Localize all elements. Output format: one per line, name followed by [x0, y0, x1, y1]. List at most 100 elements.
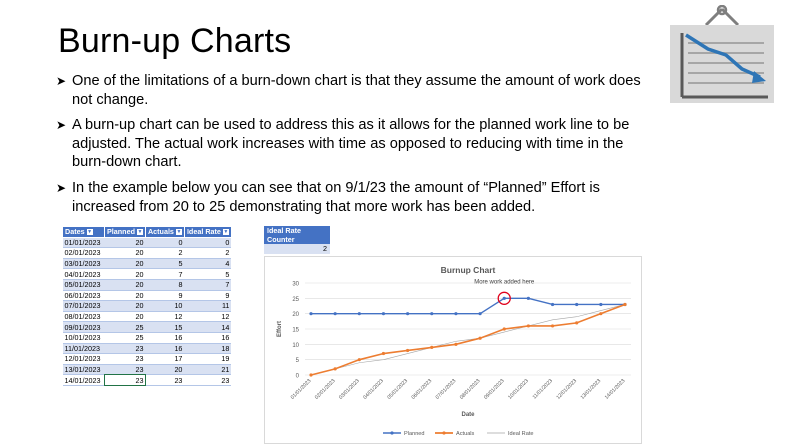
- table-cell[interactable]: 02/01/2023: [62, 247, 105, 259]
- table-cell[interactable]: 20: [145, 364, 185, 376]
- filter-dropdown-icon[interactable]: ▼: [175, 229, 182, 236]
- table-cell[interactable]: 10: [145, 300, 185, 312]
- data-point-actuals: [357, 358, 361, 362]
- table-cell[interactable]: 04/01/2023: [62, 268, 105, 280]
- table-cell[interactable]: 8: [145, 279, 185, 291]
- table-cell[interactable]: 2: [184, 247, 232, 259]
- table-row: 06/01/2023 20 9 9: [62, 290, 232, 302]
- table-cell[interactable]: 09/01/2023: [62, 321, 105, 333]
- table-cell[interactable]: 5: [184, 268, 232, 280]
- table-cell[interactable]: 05/01/2023: [62, 279, 105, 291]
- table-cell[interactable]: 20: [104, 290, 146, 302]
- data-point-planned: [454, 312, 458, 316]
- table-cell[interactable]: 7: [184, 279, 232, 291]
- column-header-planned[interactable]: Planned ▼: [104, 226, 146, 238]
- table-cell[interactable]: 03/01/2023: [62, 258, 105, 270]
- series-line-ideal-rate: [310, 304, 626, 376]
- table-cell[interactable]: 14: [184, 321, 232, 333]
- table-cell[interactable]: 08/01/2023: [62, 311, 105, 323]
- table-row: 12/01/2023 23 17 19: [62, 353, 232, 365]
- table-cell[interactable]: 13/01/2023: [62, 364, 105, 376]
- table-row: 04/01/2023 20 7 5: [62, 268, 232, 280]
- data-point-actuals: [502, 327, 506, 331]
- y-tick-label: 0: [296, 374, 300, 380]
- table-cell[interactable]: 20: [104, 268, 146, 280]
- data-point-planned: [357, 312, 361, 316]
- data-point-actuals: [333, 367, 337, 371]
- table-cell[interactable]: 23: [104, 353, 146, 365]
- table-row: 07/01/2023 20 10 11: [62, 300, 232, 312]
- x-tick-label: 03/01/2023: [338, 378, 361, 401]
- table-cell[interactable]: 18: [184, 343, 232, 355]
- table-cell[interactable]: 01/01/2023: [62, 237, 105, 249]
- table-cell[interactable]: 23: [104, 364, 146, 376]
- data-point-planned: [381, 312, 386, 316]
- column-header-dates[interactable]: Dates ▼: [62, 226, 105, 238]
- table-cell[interactable]: 10/01/2023: [62, 332, 105, 344]
- table-cell[interactable]: 11: [184, 300, 232, 312]
- table-cell[interactable]: 23: [103, 373, 147, 387]
- x-tick-label: 02/01/2023: [314, 378, 337, 401]
- filter-dropdown-icon[interactable]: ▼: [136, 229, 143, 236]
- table-cell[interactable]: 19: [184, 353, 232, 365]
- table-cell[interactable]: 25: [104, 321, 146, 333]
- table-cell[interactable]: 12: [145, 311, 185, 323]
- table-cell[interactable]: 21: [184, 364, 232, 376]
- data-point-planned: [309, 312, 313, 316]
- bullet-list: ➤ One of the limitations of a burn-down c…: [56, 72, 656, 223]
- table-cell[interactable]: 15: [145, 321, 185, 333]
- table-cell[interactable]: 17: [145, 353, 185, 365]
- table-cell[interactable]: 11/01/2023: [62, 343, 105, 355]
- data-point-planned: [550, 302, 555, 307]
- table-cell[interactable]: 4: [184, 258, 232, 270]
- table-cell[interactable]: 23: [104, 343, 146, 355]
- table-cell[interactable]: 12/01/2023: [62, 353, 105, 365]
- table-row: 11/01/2023 23 16 18: [62, 343, 232, 355]
- filter-dropdown-icon[interactable]: ▼: [222, 229, 229, 236]
- table-cell[interactable]: 0: [145, 237, 185, 249]
- table-cell[interactable]: 20: [104, 311, 146, 323]
- table-cell[interactable]: 16: [145, 343, 185, 355]
- burnup-chart[interactable]: Burnup Chart 0 5 10 15 20 25 30 Effort 01/01/2023…: [264, 256, 642, 444]
- data-point-planned: [478, 312, 482, 316]
- table-cell[interactable]: 0: [184, 237, 232, 249]
- table-cell[interactable]: 20: [104, 300, 146, 312]
- ideal-rate-counter: Ideal Rate Counter 2: [264, 226, 330, 254]
- column-header-actuals[interactable]: Actuals ▼: [144, 226, 185, 238]
- data-point-actuals: [575, 321, 579, 325]
- table-row: 14/01/2023 23 23 23: [62, 373, 232, 387]
- legend-entry: Actuals: [456, 431, 475, 437]
- table-cell[interactable]: 5: [145, 258, 185, 270]
- x-tick-label: 06/01/2023: [411, 378, 434, 401]
- x-tick-label: 04/01/2023: [362, 378, 385, 401]
- table-cell[interactable]: 16: [184, 332, 232, 344]
- data-point-actuals: [526, 324, 530, 328]
- table-cell[interactable]: 20: [104, 237, 146, 249]
- table-cell[interactable]: 23: [184, 374, 232, 386]
- table-cell[interactable]: 16: [145, 332, 185, 344]
- filter-dropdown-icon[interactable]: ▼: [86, 229, 93, 236]
- table-cell[interactable]: 2: [145, 247, 185, 259]
- table-cell[interactable]: 25: [104, 332, 146, 344]
- table-cell[interactable]: 9: [184, 290, 232, 302]
- table-cell[interactable]: 06/01/2023: [62, 290, 105, 302]
- legend-marker-planned: [390, 431, 394, 435]
- column-header-ideal-rate[interactable]: Ideal Rate ▼: [183, 226, 232, 238]
- table-header-row: Dates ▼ Planned ▼ Actuals ▼ Ideal Rate ▼: [62, 226, 232, 238]
- counter-value[interactable]: 2: [264, 244, 330, 254]
- table-cell[interactable]: 20: [104, 247, 146, 259]
- table-cell[interactable]: 7: [145, 268, 185, 280]
- table-cell[interactable]: 20: [104, 258, 146, 270]
- table-cell[interactable]: 07/01/2023: [62, 300, 105, 312]
- table-cell[interactable]: 20: [104, 279, 146, 291]
- y-tick-label: 5: [296, 358, 300, 364]
- data-point-planned: [526, 296, 530, 300]
- data-point-actuals: [599, 312, 603, 316]
- burnup-chart-svg: Burnup Chart 0 5 10 15 20 25 30 Effort 01/01/2023…: [277, 265, 631, 437]
- table-cell[interactable]: 23: [145, 374, 185, 386]
- x-tick-label: 12/01/2023: [556, 378, 579, 401]
- table-cell[interactable]: 14/01/2023: [62, 374, 105, 386]
- table-cell[interactable]: 12: [184, 311, 232, 323]
- table-row: 10/01/2023 25 16 16: [62, 332, 232, 344]
- table-cell[interactable]: 9: [145, 290, 185, 302]
